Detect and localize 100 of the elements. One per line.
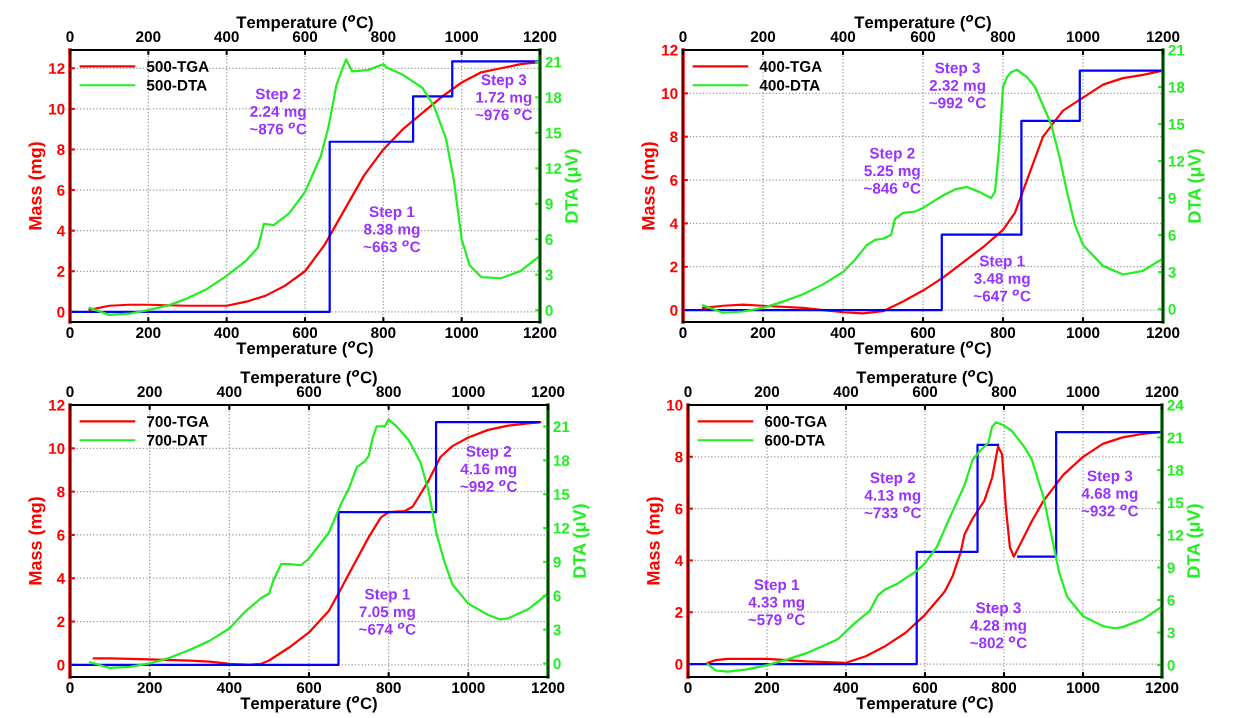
legend-label: 700-DAT <box>147 434 208 446</box>
x2-tick-label: 400 <box>830 31 856 43</box>
x-tick-label: 1000 <box>445 327 479 339</box>
x-tick-label: 400 <box>833 682 859 694</box>
y-tick-label: 6 <box>57 184 65 196</box>
y-tick-label: 0 <box>57 659 65 671</box>
annotation: Step 1 4.33 mg ~579 $^{o}$C <box>748 579 805 626</box>
x-tick-label: 0 <box>684 682 692 694</box>
x2-axis-title: Temperature ($^{o}$C) <box>236 15 373 32</box>
x2-tick-label: 1200 <box>1145 386 1179 398</box>
y2-tick-label: 9 <box>553 556 561 568</box>
y2-tick-label: 9 <box>1167 562 1175 574</box>
x2-tick-label: 600 <box>292 31 318 43</box>
x-tick-label: 400 <box>216 682 242 694</box>
x-tick-label: 600 <box>292 327 318 339</box>
y2-tick-label: 12 <box>1167 529 1184 541</box>
annotation: Step 2 4.16 mg ~992 $^{o}$C <box>460 445 518 492</box>
legend-label: 600-DTA <box>764 434 825 446</box>
x2-tick-label: 1000 <box>452 386 485 398</box>
x-tick-label: 400 <box>214 327 239 339</box>
legend-label: 500-DTA <box>146 79 207 91</box>
y-tick-label: 0 <box>675 658 683 670</box>
x-tick-label: 200 <box>754 682 780 694</box>
y2-tick-label: 9 <box>1168 192 1176 204</box>
y2-tick-label: 3 <box>545 269 553 281</box>
x-axis-title: Temperature ($^{o}$C) <box>240 696 377 713</box>
y-tick-label: 8 <box>57 144 65 156</box>
annotation: Step 2 2.24 mg ~876 $^{o}$C <box>249 88 307 135</box>
y-axis-title: Mass (mg) <box>28 497 46 585</box>
x-tick-label: 1000 <box>1066 682 1100 694</box>
x-tick-label: 600 <box>912 682 938 694</box>
y-axis-title: Mass (mg) <box>28 142 46 230</box>
x-tick-label: 200 <box>136 327 161 339</box>
x2-tick-label: 0 <box>684 386 692 398</box>
x2-tick-label: 800 <box>376 386 401 398</box>
y2-tick-label: 21 <box>545 56 562 68</box>
y2-tick-label: 6 <box>1167 594 1175 606</box>
y2-tick-label: 0 <box>1168 303 1176 315</box>
x2-tick-label: 1200 <box>531 386 565 398</box>
y2-tick-label: 15 <box>545 127 562 139</box>
x2-tick-label: 200 <box>137 386 162 398</box>
y2-tick-label: 18 <box>1168 81 1185 93</box>
x2-tick-label: 800 <box>991 386 1017 398</box>
y-axis-title: Mass (mg) <box>646 497 664 585</box>
x-tick-label: 800 <box>376 682 401 694</box>
x-tick-label: 1000 <box>452 682 485 694</box>
y2-tick-label: 3 <box>553 624 561 636</box>
annotation: Step 3 1.72 mg ~976 $^{o}$C <box>475 74 533 121</box>
x-tick-label: 400 <box>830 327 856 339</box>
annotation: Step 2 4.13 mg ~733 $^{o}$C <box>864 472 922 519</box>
y2-tick-label: 12 <box>1168 155 1185 167</box>
legend-label: 600-TGA <box>764 416 827 427</box>
legend-label: 700-TGA <box>147 416 209 427</box>
x2-tick-label: 400 <box>216 386 242 398</box>
y2-tick-label: 18 <box>553 455 570 466</box>
y-tick-label: 2 <box>57 616 65 628</box>
x2-tick-label: 1000 <box>1066 31 1100 43</box>
x2-tick-label: 0 <box>66 31 74 43</box>
y-tick-label: 8 <box>675 451 683 463</box>
annotation: Step 3 4.28 mg ~802 $^{o}$C <box>970 602 1027 649</box>
x-axis-title: Temperature ($^{o}$C) <box>854 341 991 358</box>
x-tick-label: 0 <box>66 682 74 694</box>
x-axis-title: Temperature ($^{o}$C) <box>856 696 993 713</box>
y2-tick-label: 6 <box>1168 229 1176 241</box>
x2-tick-label: 0 <box>66 386 74 398</box>
y2-tick-label: 15 <box>1167 497 1184 509</box>
x2-tick-label: 600 <box>912 386 938 398</box>
x2-axis-title: Temperature ($^{o}$C) <box>240 370 377 387</box>
y2-tick-label: 3 <box>1168 266 1176 278</box>
y2-tick-label: 0 <box>1167 659 1175 671</box>
y-tick-label: 8 <box>57 486 65 498</box>
x2-tick-label: 600 <box>910 31 936 43</box>
y2-axis-title: DTA (μV) <box>572 504 590 578</box>
x-tick-label: 0 <box>66 327 74 339</box>
y2-tick-label: 15 <box>1168 119 1185 130</box>
y2-tick-label: 21 <box>1168 44 1185 56</box>
y2-tick-label: 24 <box>1167 399 1184 411</box>
y2-axis-title: DTA (μV) <box>564 149 582 223</box>
x-tick-label: 1200 <box>1146 327 1180 339</box>
y-tick-label: 12 <box>49 399 65 411</box>
y-tick-label: 2 <box>57 266 65 277</box>
x2-tick-label: 400 <box>214 31 239 43</box>
legend-label: 400-DTA <box>759 79 820 91</box>
y-tick-label: 2 <box>670 261 678 273</box>
y-tick-label: 4 <box>56 225 66 237</box>
y-axis-title: Mass (mg) <box>641 142 659 230</box>
x-tick-label: 800 <box>371 327 396 339</box>
annotation: Step 3 2.32 mg ~992 $^{o}$C <box>929 62 986 109</box>
y2-tick-label: 0 <box>553 658 561 670</box>
y-tick-label: 10 <box>667 399 683 411</box>
y-tick-label: 10 <box>662 88 678 100</box>
y2-tick-label: 21 <box>553 421 570 432</box>
x2-tick-label: 1000 <box>445 31 479 43</box>
x2-axis-title: Temperature ($^{o}$C) <box>854 15 991 32</box>
y2-axis-title: DTA (μV) <box>1187 149 1205 223</box>
x2-tick-label: 600 <box>296 386 322 398</box>
annotation: Step 3 4.68 mg ~932 $^{o}$C <box>1081 470 1139 517</box>
x2-tick-label: 400 <box>833 386 859 398</box>
y2-tick-label: 12 <box>553 522 570 534</box>
y-tick-label: 4 <box>56 573 66 584</box>
